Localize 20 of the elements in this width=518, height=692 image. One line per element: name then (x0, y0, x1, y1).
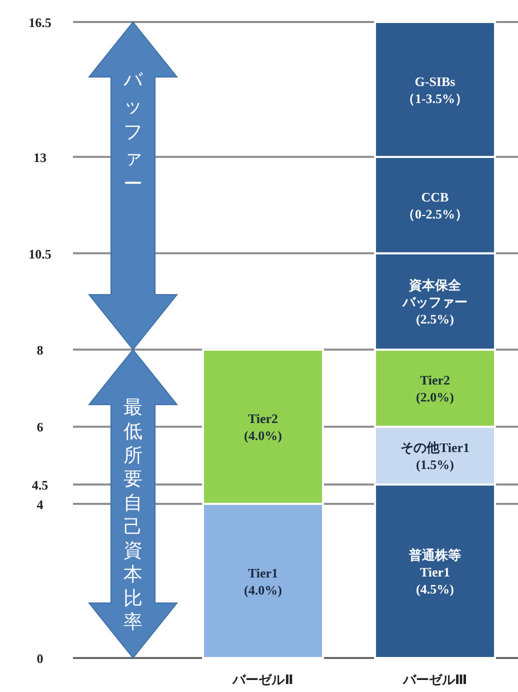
y-tick-label: 16.5 (28, 15, 52, 30)
annotation: G-SIBs （1-3.5%） (402, 74, 468, 106)
y-tick-label: 8 (36, 342, 44, 358)
data-label: Tier1 (4.0%) (244, 565, 282, 598)
y-tick-label: 6 (36, 420, 44, 435)
x-tick-label: バーゼルⅢ (402, 673, 468, 688)
text: 最低所要自己資本比率 (124, 396, 142, 634)
data-label: Tier2 (2.0%) (416, 372, 454, 405)
y-tick-label: 13 (34, 150, 47, 165)
annotation: バッファー (122, 69, 144, 195)
y-tick-label: 4 (36, 496, 44, 512)
x-tick-label: バーゼルⅡ (232, 673, 294, 688)
y-tick-label: 10.5 (28, 246, 52, 262)
data-label: 資本保全バッファー (2.5%) (402, 277, 468, 326)
data-label: 普通株等 Tier1 (4.5%) (408, 547, 461, 596)
annotation: CCB （0-2.5%） (402, 190, 468, 222)
y-tick-label: 0 (36, 651, 44, 666)
data-label: その他Tier1 (1.5%) (400, 440, 470, 472)
y-tick-label: 4.5 (32, 478, 49, 493)
data-label: Tier2 (4.0%) (244, 411, 282, 444)
